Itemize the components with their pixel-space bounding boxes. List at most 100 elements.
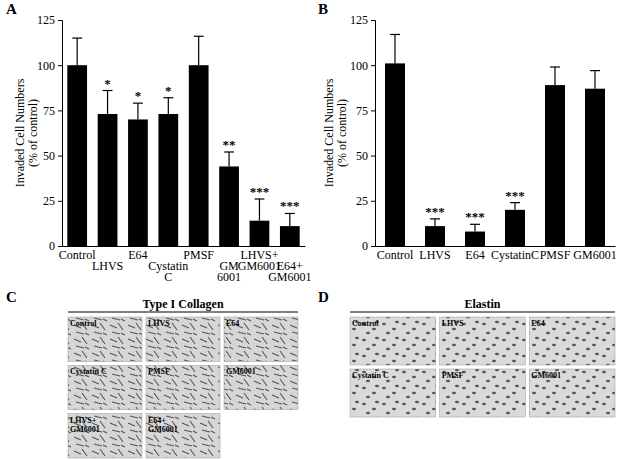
significance-label: *** bbox=[505, 188, 525, 203]
panel-letter: B bbox=[318, 1, 328, 17]
y-tick-mark bbox=[371, 246, 375, 247]
error-bar-stem bbox=[107, 91, 108, 115]
micrograph-tile: PMSF bbox=[440, 369, 526, 417]
panel-title: Elastin bbox=[464, 297, 500, 311]
y-tick-mark bbox=[371, 201, 375, 202]
y-tick-label: 25 bbox=[43, 194, 55, 208]
micrograph-label-line: LHVS+ bbox=[70, 416, 97, 425]
y-tick-mark bbox=[58, 110, 62, 111]
error-bar-cap bbox=[72, 37, 82, 38]
micrograph-label: GM6001 bbox=[531, 371, 561, 380]
y-axis-title: Invaded Cell Numbers bbox=[13, 78, 27, 187]
image-panel: DElastinControlLHVSE64Cystatin CPMSFGM60… bbox=[318, 289, 615, 417]
y-tick-label: 25 bbox=[356, 194, 368, 208]
y-axis-title: (% of control) bbox=[26, 99, 40, 167]
micrograph-tile: GM6001 bbox=[224, 365, 298, 409]
bar bbox=[250, 221, 270, 246]
error-bar-stem bbox=[137, 103, 138, 119]
error-bar bbox=[510, 203, 520, 210]
y-tick-label: 125 bbox=[350, 13, 368, 27]
y-tick: 0 bbox=[362, 239, 375, 253]
error-bar-cap bbox=[194, 36, 204, 37]
micrograph-label: LHVS+GM6001 bbox=[70, 416, 100, 434]
y-tick-label: 75 bbox=[43, 104, 55, 118]
bar bbox=[189, 65, 209, 246]
x-tick-label: Control bbox=[377, 248, 414, 262]
error-bar-stem bbox=[394, 34, 395, 63]
y-tick-mark bbox=[371, 20, 375, 21]
y-tick: 50 bbox=[43, 149, 62, 163]
micrograph-tile: E64 bbox=[224, 317, 298, 361]
y-tick: 25 bbox=[43, 194, 62, 208]
x-tick-label-line: LHVS bbox=[92, 259, 123, 273]
x-tick-label: PMSF bbox=[540, 248, 571, 262]
error-bar bbox=[103, 91, 113, 115]
micrograph-label: PMSF bbox=[442, 371, 464, 380]
x-tick-label: Control bbox=[59, 248, 96, 262]
significance-label: * bbox=[135, 88, 142, 103]
plot-area bbox=[67, 36, 299, 246]
x-tick-label: GM6001 bbox=[573, 248, 616, 262]
x-tick-label-line: PMSF bbox=[183, 248, 214, 262]
y-axis-title: (% of control) bbox=[335, 99, 349, 167]
y-tick: 125 bbox=[350, 13, 375, 27]
y-tick: 125 bbox=[37, 13, 62, 27]
y-tick-mark bbox=[58, 201, 62, 202]
significance-label: * bbox=[165, 83, 172, 98]
micrograph-tile: LHVS bbox=[440, 317, 526, 365]
x-axis: ControlLHVSE64CystatinCPMSFGM6001LHVS+GM… bbox=[59, 247, 312, 284]
x-tick-label: E64 bbox=[128, 248, 147, 262]
y-tick: 75 bbox=[356, 104, 375, 118]
significance-label: *** bbox=[425, 204, 445, 219]
x-tick-label: E64 bbox=[465, 248, 484, 262]
error-bar bbox=[285, 213, 295, 226]
x-tick: Control bbox=[377, 248, 414, 262]
error-bar-cap bbox=[590, 70, 600, 71]
x-tick-label-line: GM6001 bbox=[268, 270, 311, 284]
micrograph-label: Control bbox=[352, 319, 379, 328]
micrograph-tile: GM6001 bbox=[529, 369, 615, 417]
micrograph-label-line: GM6001 bbox=[70, 425, 100, 434]
y-tick-mark bbox=[371, 110, 375, 111]
micrograph-label: Cystatin C bbox=[70, 367, 107, 376]
bar bbox=[385, 63, 405, 246]
micrograph-image bbox=[68, 365, 142, 409]
x-tick-label-line: C bbox=[164, 270, 172, 284]
y-tick-mark bbox=[371, 156, 375, 157]
y-tick: 100 bbox=[350, 59, 375, 73]
micrograph-tile: E64 bbox=[529, 317, 615, 365]
x-tick: LHVS bbox=[419, 248, 450, 262]
error-bar bbox=[72, 38, 82, 65]
significance-label: *** bbox=[250, 184, 270, 199]
panel-letter: D bbox=[318, 289, 329, 305]
x-tick-label: CystatinC bbox=[148, 259, 188, 284]
error-bar bbox=[590, 71, 600, 89]
x-tick: E64+GM6001 bbox=[268, 259, 311, 284]
micrograph-tile: Control bbox=[350, 317, 436, 365]
micrograph-image bbox=[529, 369, 615, 417]
micrograph-image bbox=[350, 317, 436, 365]
significance-label: *** bbox=[465, 209, 485, 224]
x-tick: E64 bbox=[128, 248, 147, 262]
x-tick: PMSF bbox=[540, 248, 571, 262]
micrograph-label: PMSF bbox=[148, 367, 170, 376]
bar bbox=[280, 226, 300, 246]
x-tick: LHVS bbox=[92, 259, 123, 273]
x-tick: CystatinC bbox=[148, 259, 188, 284]
micrograph-label: LHVS bbox=[442, 319, 464, 328]
significance-label: *** bbox=[280, 198, 300, 213]
error-bar bbox=[224, 152, 234, 166]
panel-letter: A bbox=[6, 1, 17, 17]
micrograph-image bbox=[224, 365, 298, 409]
x-axis: Control LHVS E64 CystatinCPMSFGM6001 bbox=[376, 247, 617, 262]
y-tick-label: 50 bbox=[43, 149, 55, 163]
micrograph-label: E64 bbox=[226, 319, 239, 328]
y-tick: 75 bbox=[43, 104, 62, 118]
y-tick-label: 100 bbox=[350, 59, 368, 73]
bar bbox=[585, 89, 605, 246]
x-tick: CystatinC bbox=[491, 248, 539, 262]
y-tick: 100 bbox=[37, 59, 62, 73]
error-bar bbox=[470, 224, 480, 231]
panel-title-rule bbox=[68, 312, 298, 313]
micrograph-tile: E64+GM6001 bbox=[146, 414, 220, 458]
